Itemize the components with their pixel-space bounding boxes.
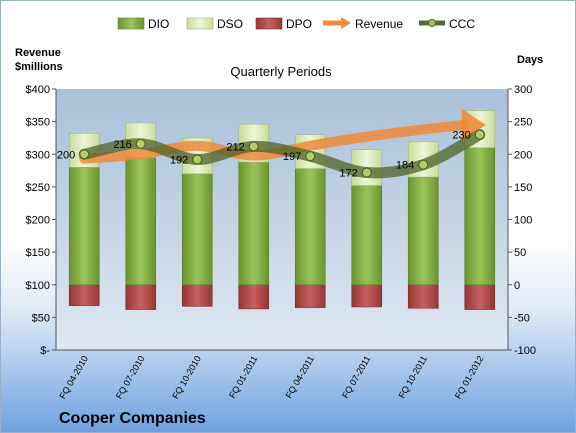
ccc-data-label: 184 [396,160,414,172]
ccc-point [474,129,485,140]
x-category-label: FQ 04-2010 [57,354,90,401]
bar-dpo [238,284,270,310]
legend-item-ccc: CCC [419,17,475,31]
bar-dio [181,173,213,286]
svg-text:CCC: CCC [449,17,475,31]
company-title: Cooper Companies [59,410,206,427]
x-category-label: FQ 01-2012 [453,354,486,401]
x-category-label: FQ 10-2010 [170,354,203,401]
y-left-title-line1: Revenue [15,47,61,59]
legend-item-dio: DIO [117,17,169,31]
y-left-tick-label: $150 [26,247,50,259]
x-category-label: FQ 01-2011 [227,354,259,400]
bar-dio [68,167,100,286]
svg-text:DPO: DPO [286,17,312,31]
bar-dio [125,157,157,286]
ccc-data-label: 216 [113,139,131,151]
y-right-tick-label: 200 [514,149,532,161]
y-left-title-line2: $millions [15,61,63,73]
y-left-tick-label: $- [40,345,50,357]
ccc-data-label: 172 [339,168,357,180]
y-right-tick-label: 150 [514,182,532,194]
bar-dio [464,147,496,286]
ccc-data-label: 212 [226,141,244,153]
x-category-label: FQ 10-2011 [397,354,429,400]
bar-dpo [464,284,496,310]
y-right-tick-label: 50 [514,247,526,259]
y-left-tick-label: $250 [26,182,50,194]
y-right-tick-label: 300 [514,84,532,96]
ccc-data-label: 192 [170,154,188,166]
x-category-label: FQ 07-2010 [114,354,147,401]
bar-dio [238,161,270,286]
y-left-tick-label: $200 [26,215,50,227]
y-left-tick-label: $50 [32,312,50,324]
ccc-point [192,154,203,165]
chart-subtitle: Quarterly Periods [230,64,332,79]
svg-text:Revenue: Revenue [355,17,403,31]
y-left-tick-label: $100 [26,280,50,292]
y-left-tick-label: $400 [26,84,50,96]
ccc-point [79,149,90,160]
bars-layer [68,110,496,310]
marker-icon [428,19,436,27]
y-right-tick-label: 250 [514,117,532,129]
lines-layer: 200 216 192 212 197 172 184 230 [57,108,486,180]
x-category-label: FQ 07-2011 [340,354,372,400]
ccc-point [135,138,146,149]
bar-dpo [68,284,100,306]
legend-item-dso: DSO [186,17,243,31]
y-left-tick-label: $300 [26,149,50,161]
y-right-tick-label: 0 [514,280,520,292]
bar-dpo [294,284,326,308]
y-right-tick-label: -50 [514,312,530,324]
bar-dio [407,176,439,286]
svg-text:DIO: DIO [148,17,169,31]
ccc-data-label: 197 [283,151,301,163]
y-right-tick-label: 100 [514,215,532,227]
bar-dpo [351,284,383,308]
bar-dio [351,185,383,286]
bar-dpo [407,284,439,309]
y-right-tick-label: -100 [514,345,536,357]
revenue-arrowhead [461,108,486,141]
x-category-label: FQ 04-2011 [284,354,316,400]
legend-item-revenue: Revenue [323,17,403,31]
svg-text:DSO: DSO [217,17,243,31]
ccc-point [361,167,372,178]
y-right-title: Days [517,54,543,66]
legend: DIO DSO DPO Revenue CCC [117,17,475,31]
y-left-tick-label: $350 [26,117,50,129]
bar-dio [294,168,326,286]
bar-dpo [125,284,157,310]
ccc-point [248,141,259,152]
ccc-data-label: 230 [452,130,470,142]
bar-dpo [181,284,213,307]
ccc-point [305,151,316,162]
ccc-data-label: 200 [57,149,75,161]
legend-item-dpo: DPO [255,17,312,31]
ccc-point [418,159,429,170]
